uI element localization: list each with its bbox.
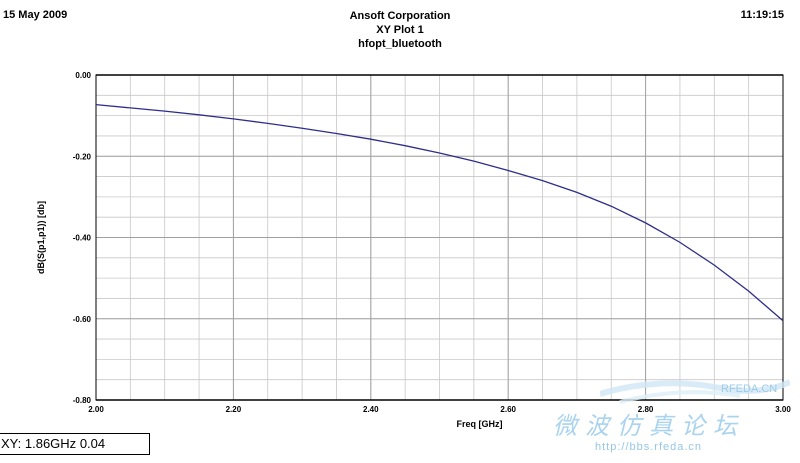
x-axis-label: Freq [GHz] — [457, 419, 503, 429]
x-tick-label: 2.80 — [638, 405, 654, 414]
company-name: Ansoft Corporation — [349, 10, 451, 22]
y-tick-label: -0.20 — [73, 152, 92, 161]
plot-frame — [95, 74, 784, 401]
y-tick-label: -0.60 — [73, 315, 92, 324]
cursor-readout-y: 0.04 — [79, 436, 106, 451]
watermark-url: http://bbs.rfeda.cn — [595, 441, 703, 453]
y-tick-label: -0.80 — [73, 396, 92, 405]
x-tick-label: 2.00 — [88, 405, 104, 414]
watermark-swoosh-icon — [600, 379, 790, 404]
cursor-readout-x: 1.86GHz — [24, 436, 77, 451]
x-tick-label: 2.40 — [363, 405, 379, 414]
x-tick-labels: 2.00 2.20 2.40 2.60 2.80 3.00 — [88, 405, 791, 414]
y-tick-labels: 0.00 -0.20 -0.40 -0.60 -0.80 — [73, 71, 92, 405]
design-name: hfopt_bluetooth — [358, 38, 442, 50]
watermark-brand: RFEDA.CN — [721, 383, 778, 395]
report-date: 15 May 2009 — [3, 9, 68, 21]
watermark-forum-name: 微波仿真论坛 — [553, 412, 745, 440]
y-axis-label: dB(S(p1,p1)) [db] — [36, 201, 46, 274]
y-tick-label: 0.00 — [75, 71, 91, 80]
x-tick-label: 3.00 — [775, 405, 791, 414]
series-line-s11[interactable] — [95, 104, 784, 322]
x-tick-label: 2.20 — [226, 405, 242, 414]
x-tick-label: 2.60 — [500, 405, 516, 414]
y-tick-label: -0.40 — [73, 234, 92, 243]
cursor-readout-prefix: XY: — [1, 436, 22, 451]
plot-title: XY Plot 1 — [376, 24, 424, 36]
report-time: 11:19:15 — [740, 9, 784, 21]
forum-watermark: RFEDA.CN 微波仿真论坛 http://bbs.rfeda.cn — [545, 374, 795, 460]
cursor-readout: XY: 1.86GHz 0.04 — [0, 433, 150, 455]
